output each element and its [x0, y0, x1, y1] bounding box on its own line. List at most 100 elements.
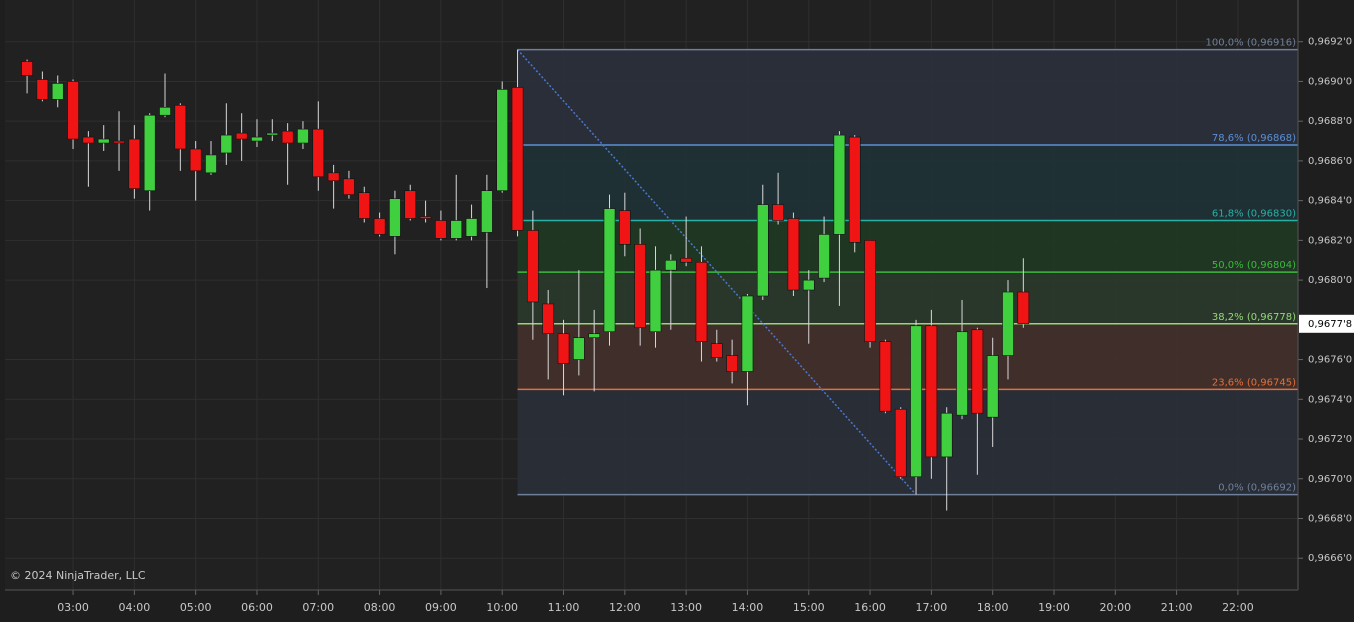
candle-body: [527, 230, 539, 303]
x-tick-label: 17:00: [916, 601, 948, 614]
x-tick-label: 22:00: [1222, 601, 1254, 614]
candle-body: [557, 333, 570, 364]
candle-body: [51, 83, 64, 100]
x-tick-label: 19:00: [1038, 601, 1070, 614]
candle-body: [205, 154, 217, 174]
y-tick-label: 0,9672'0: [1308, 434, 1352, 445]
fib-label: 61,8% (0,96830): [1212, 209, 1296, 220]
candles: [21, 49, 1030, 511]
axes: 0,9666'0 0,9668'0 0,9670'0 0,9672'0 0,9674'0…: [57, 37, 1354, 614]
x-tick-label: 10:00: [486, 601, 518, 614]
candle-body: [496, 89, 509, 192]
fib-label: 100,0% (0,96916): [1206, 38, 1297, 49]
candle-body: [573, 337, 585, 360]
y-tick-label: 0,9692'0: [1308, 37, 1352, 48]
candle-body: [389, 198, 401, 237]
y-tick-label: 0,9676'0: [1308, 355, 1352, 366]
candle-body: [404, 190, 417, 219]
candle-body: [419, 216, 432, 219]
x-tick-label: 11:00: [548, 601, 580, 614]
candle-body: [710, 343, 723, 358]
x-tick-label: 21:00: [1161, 601, 1193, 614]
x-tick-label: 15:00: [793, 601, 825, 614]
candle-body: [220, 134, 233, 154]
candle-body: [174, 104, 187, 150]
x-tick-label: 04:00: [119, 601, 151, 614]
candle-body: [772, 204, 784, 221]
candle-body: [36, 79, 49, 100]
candle-body: [327, 172, 340, 182]
x-tick-label: 18:00: [977, 601, 1009, 614]
fib-band: [517, 145, 1298, 221]
fib-band: [517, 220, 1298, 273]
candle-body: [894, 408, 907, 478]
copyright: © 2024 NinjaTrader, LLC: [10, 569, 146, 582]
y-tick-label: 0,9668'0: [1308, 513, 1352, 524]
candle-body: [588, 333, 600, 339]
candle-body: [312, 128, 325, 178]
candle-body: [266, 132, 279, 136]
candle-body: [802, 279, 815, 291]
candle-body: [741, 295, 754, 372]
candle-body: [833, 134, 846, 235]
candle-body: [956, 331, 968, 416]
x-tick-label: 20:00: [1099, 601, 1131, 614]
candle-body: [848, 136, 861, 243]
fib-band: [517, 272, 1298, 324]
fib-label: 50,0% (0,96804): [1212, 260, 1296, 271]
candle-body: [343, 178, 355, 195]
x-tick-label: 07:00: [302, 601, 334, 614]
candle-body: [450, 220, 463, 239]
x-tick-label: 05:00: [180, 601, 212, 614]
candle-body: [143, 114, 156, 192]
candle-body: [664, 259, 677, 271]
candle-body: [465, 218, 478, 237]
candle-body: [864, 240, 876, 342]
fib-trend-line: [516, 49, 917, 496]
x-tick-label: 06:00: [241, 601, 273, 614]
candle-body: [619, 210, 631, 245]
candle-body: [373, 218, 386, 235]
candle-body: [726, 355, 738, 372]
y-tick-label: 0,9670'0: [1308, 474, 1352, 485]
candle-body: [695, 261, 708, 342]
x-tick-label: 12:00: [609, 601, 641, 614]
candle-body: [297, 128, 309, 144]
candle-body: [818, 234, 830, 279]
candle-body: [481, 190, 493, 233]
x-tick-label: 13:00: [670, 601, 702, 614]
fib-label: 23,6% (0,96745): [1212, 377, 1296, 388]
fib-band: [517, 389, 1298, 495]
candle-body: [159, 106, 171, 116]
candle-body: [113, 140, 125, 144]
fib-band: [517, 323, 1298, 390]
fib-label: 78,6% (0,96868): [1212, 133, 1296, 144]
candle-body: [940, 412, 953, 458]
last-price-box: [1299, 314, 1354, 333]
candle-body: [925, 325, 938, 458]
y-tick-label: 0,9688'0: [1308, 116, 1352, 127]
x-tick-label: 09:00: [425, 601, 457, 614]
candle-body: [358, 192, 371, 219]
y-tick-label: 0,9680'0: [1308, 275, 1352, 286]
x-tick-label: 14:00: [732, 601, 764, 614]
candle-body: [787, 218, 800, 291]
candle-body: [97, 138, 110, 144]
x-tick-label: 08:00: [364, 601, 396, 614]
candle-body: [21, 61, 33, 76]
last-price-label: 0,9677'8: [1308, 319, 1352, 330]
y-tick-label: 0,9686'0: [1308, 156, 1352, 167]
candle-body: [82, 136, 95, 144]
candle-body: [634, 244, 646, 329]
candle-body: [67, 81, 79, 140]
candle-body: [756, 204, 769, 297]
candle-body: [511, 87, 524, 231]
y-tick-label: 0,9690'0: [1308, 76, 1352, 87]
candle-body: [251, 136, 263, 142]
candle-body: [189, 148, 202, 172]
candle-body: [649, 269, 662, 333]
candle-body: [910, 325, 922, 478]
candle-body: [1017, 291, 1030, 325]
candle-body: [542, 303, 555, 335]
